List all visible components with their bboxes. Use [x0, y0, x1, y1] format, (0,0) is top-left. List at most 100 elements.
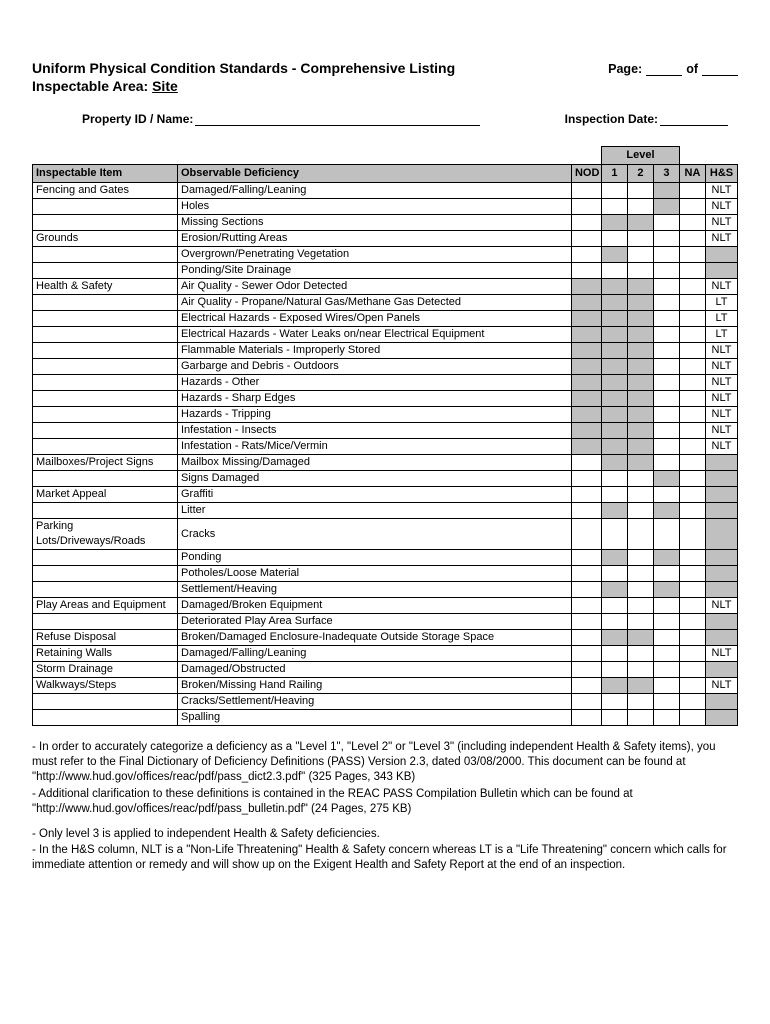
- page-number-blank[interactable]: [646, 62, 682, 76]
- cell-na[interactable]: [680, 471, 706, 487]
- cell-level[interactable]: [653, 471, 679, 487]
- cell-level[interactable]: [627, 582, 653, 598]
- cell-nod[interactable]: [571, 231, 601, 247]
- cell-na[interactable]: [680, 662, 706, 678]
- cell-nod[interactable]: [571, 710, 601, 726]
- cell-level[interactable]: [627, 566, 653, 582]
- property-blank[interactable]: [195, 112, 480, 126]
- cell-na[interactable]: [680, 311, 706, 327]
- cell-na[interactable]: [680, 710, 706, 726]
- cell-level[interactable]: [627, 215, 653, 231]
- cell-level[interactable]: [601, 694, 627, 710]
- cell-level[interactable]: [601, 503, 627, 519]
- cell-level[interactable]: [627, 263, 653, 279]
- cell-na[interactable]: [680, 375, 706, 391]
- cell-level[interactable]: [653, 279, 679, 295]
- cell-level[interactable]: [627, 423, 653, 439]
- cell-level[interactable]: [601, 327, 627, 343]
- cell-level[interactable]: [601, 199, 627, 215]
- cell-level[interactable]: [627, 630, 653, 646]
- cell-na[interactable]: [680, 407, 706, 423]
- cell-level[interactable]: [653, 183, 679, 199]
- cell-level[interactable]: [627, 327, 653, 343]
- cell-na[interactable]: [680, 279, 706, 295]
- cell-level[interactable]: [627, 662, 653, 678]
- cell-na[interactable]: [680, 263, 706, 279]
- cell-nod[interactable]: [571, 279, 601, 295]
- cell-level[interactable]: [627, 199, 653, 215]
- cell-nod[interactable]: [571, 215, 601, 231]
- cell-level[interactable]: [653, 215, 679, 231]
- cell-level[interactable]: [601, 231, 627, 247]
- cell-level[interactable]: [653, 519, 679, 550]
- cell-level[interactable]: [627, 614, 653, 630]
- cell-level[interactable]: [601, 710, 627, 726]
- cell-na[interactable]: [680, 566, 706, 582]
- cell-nod[interactable]: [571, 247, 601, 263]
- cell-na[interactable]: [680, 231, 706, 247]
- cell-level[interactable]: [627, 503, 653, 519]
- cell-level[interactable]: [601, 295, 627, 311]
- cell-level[interactable]: [627, 279, 653, 295]
- cell-level[interactable]: [653, 263, 679, 279]
- cell-level[interactable]: [601, 439, 627, 455]
- cell-level[interactable]: [627, 598, 653, 614]
- cell-nod[interactable]: [571, 582, 601, 598]
- cell-level[interactable]: [653, 487, 679, 503]
- cell-level[interactable]: [601, 471, 627, 487]
- cell-level[interactable]: [653, 375, 679, 391]
- cell-nod[interactable]: [571, 694, 601, 710]
- cell-nod[interactable]: [571, 598, 601, 614]
- cell-na[interactable]: [680, 646, 706, 662]
- cell-level[interactable]: [601, 678, 627, 694]
- cell-nod[interactable]: [571, 327, 601, 343]
- cell-nod[interactable]: [571, 566, 601, 582]
- cell-level[interactable]: [601, 423, 627, 439]
- cell-nod[interactable]: [571, 439, 601, 455]
- cell-nod[interactable]: [571, 295, 601, 311]
- cell-na[interactable]: [680, 630, 706, 646]
- cell-level[interactable]: [653, 614, 679, 630]
- cell-na[interactable]: [680, 215, 706, 231]
- cell-level[interactable]: [653, 311, 679, 327]
- cell-nod[interactable]: [571, 471, 601, 487]
- cell-level[interactable]: [653, 582, 679, 598]
- cell-nod[interactable]: [571, 487, 601, 503]
- cell-level[interactable]: [627, 375, 653, 391]
- cell-nod[interactable]: [571, 199, 601, 215]
- cell-level[interactable]: [627, 694, 653, 710]
- page-total-blank[interactable]: [702, 62, 738, 76]
- cell-level[interactable]: [601, 550, 627, 566]
- cell-level[interactable]: [627, 231, 653, 247]
- cell-level[interactable]: [627, 359, 653, 375]
- cell-na[interactable]: [680, 247, 706, 263]
- cell-nod[interactable]: [571, 407, 601, 423]
- cell-level[interactable]: [653, 407, 679, 423]
- cell-level[interactable]: [627, 439, 653, 455]
- cell-na[interactable]: [680, 678, 706, 694]
- cell-level[interactable]: [653, 710, 679, 726]
- cell-nod[interactable]: [571, 646, 601, 662]
- cell-nod[interactable]: [571, 678, 601, 694]
- cell-level[interactable]: [627, 183, 653, 199]
- cell-nod[interactable]: [571, 343, 601, 359]
- cell-level[interactable]: [627, 391, 653, 407]
- cell-na[interactable]: [680, 550, 706, 566]
- cell-level[interactable]: [601, 487, 627, 503]
- cell-na[interactable]: [680, 487, 706, 503]
- cell-level[interactable]: [627, 247, 653, 263]
- cell-level[interactable]: [653, 343, 679, 359]
- cell-level[interactable]: [601, 279, 627, 295]
- cell-level[interactable]: [601, 598, 627, 614]
- cell-nod[interactable]: [571, 455, 601, 471]
- cell-level[interactable]: [627, 646, 653, 662]
- cell-level[interactable]: [653, 630, 679, 646]
- cell-level[interactable]: [601, 662, 627, 678]
- cell-level[interactable]: [627, 455, 653, 471]
- cell-na[interactable]: [680, 598, 706, 614]
- cell-level[interactable]: [627, 678, 653, 694]
- cell-level[interactable]: [601, 375, 627, 391]
- cell-level[interactable]: [601, 215, 627, 231]
- cell-level[interactable]: [653, 423, 679, 439]
- cell-level[interactable]: [601, 359, 627, 375]
